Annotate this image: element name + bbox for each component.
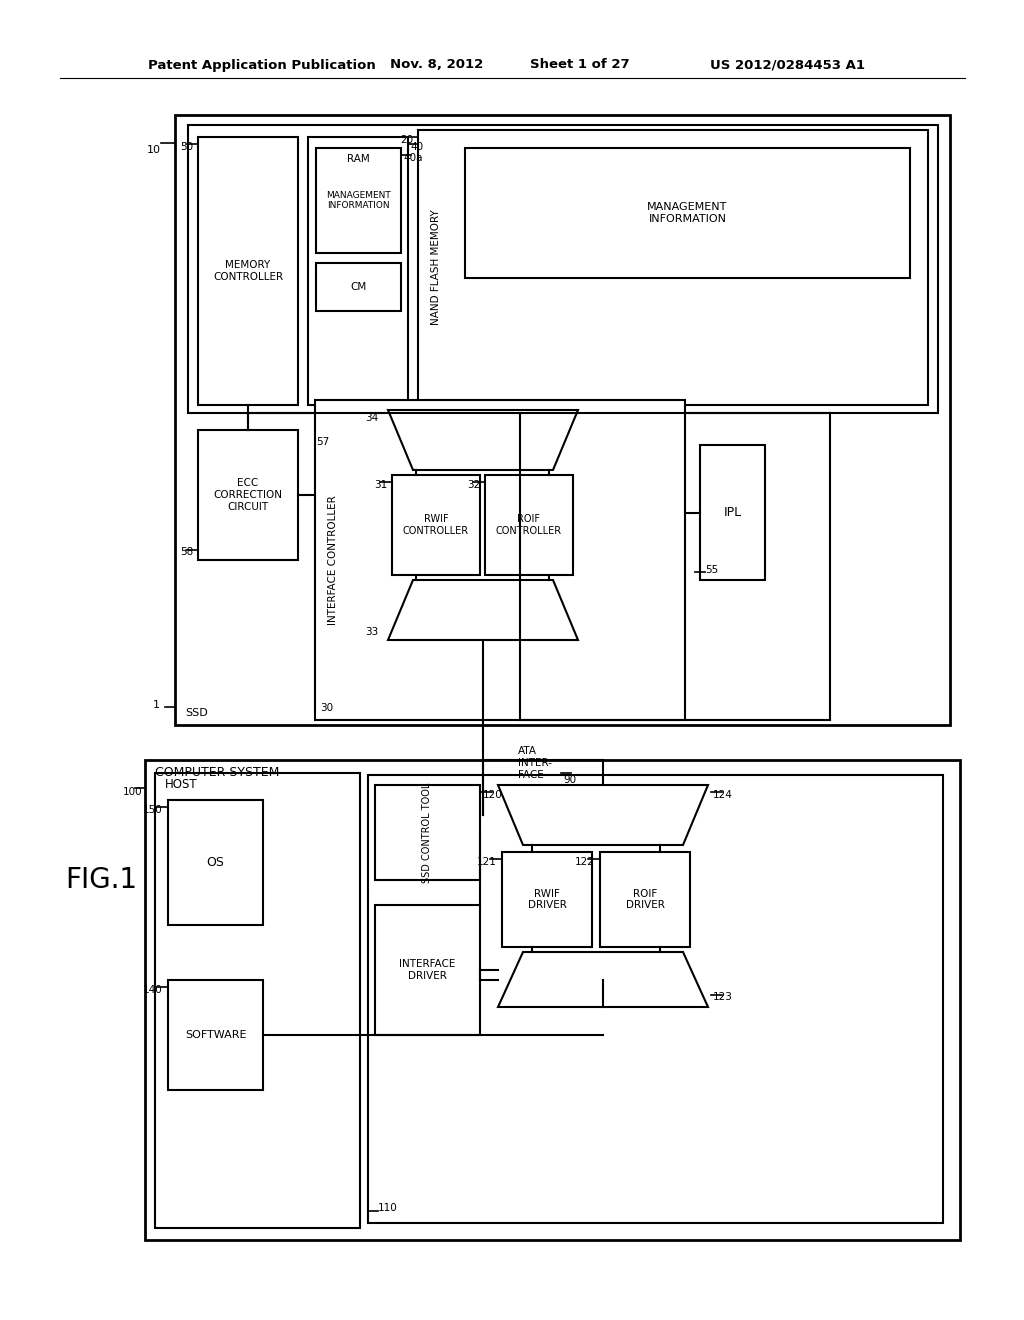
- Text: 40: 40: [410, 143, 423, 152]
- Text: 30: 30: [319, 704, 333, 713]
- Text: SSD CONTROL TOOL: SSD CONTROL TOOL: [423, 783, 432, 883]
- Bar: [198, 430, 298, 560]
- Text: 20: 20: [400, 135, 413, 145]
- Text: Nov. 8, 2012: Nov. 8, 2012: [390, 58, 483, 71]
- Text: ATA
INTER-
FACE: ATA INTER- FACE: [518, 746, 552, 780]
- Polygon shape: [498, 785, 708, 845]
- Text: 121: 121: [477, 857, 497, 867]
- Bar: [315, 400, 685, 719]
- Bar: [368, 775, 943, 1224]
- Text: MEMORY
CONTROLLER: MEMORY CONTROLLER: [213, 260, 283, 281]
- Text: US 2012/0284453 A1: US 2012/0284453 A1: [710, 58, 865, 71]
- Text: MANAGEMENT
INFORMATION: MANAGEMENT INFORMATION: [326, 191, 391, 210]
- Bar: [465, 148, 910, 279]
- Text: SSD: SSD: [185, 708, 208, 718]
- Bar: [316, 263, 401, 312]
- Bar: [418, 129, 928, 405]
- Text: ROIF
CONTROLLER: ROIF CONTROLLER: [496, 515, 562, 536]
- Bar: [700, 445, 765, 579]
- Text: OS: OS: [207, 855, 224, 869]
- Bar: [168, 800, 263, 925]
- Bar: [168, 979, 263, 1090]
- Text: 57: 57: [316, 437, 330, 447]
- Bar: [485, 475, 573, 576]
- Text: 120: 120: [483, 789, 503, 800]
- Text: 150: 150: [143, 805, 163, 814]
- Text: RWIF
CONTROLLER: RWIF CONTROLLER: [402, 515, 469, 536]
- Text: 10: 10: [147, 145, 161, 154]
- Text: NAND FLASH MEMORY: NAND FLASH MEMORY: [431, 210, 441, 325]
- Text: 32: 32: [467, 480, 480, 490]
- Text: 123: 123: [713, 993, 733, 1002]
- Text: 34: 34: [365, 413, 378, 422]
- Text: 90: 90: [563, 775, 577, 785]
- Text: 140: 140: [143, 985, 163, 995]
- Text: 100: 100: [123, 787, 142, 797]
- Polygon shape: [388, 411, 578, 470]
- Text: CM: CM: [350, 282, 367, 292]
- Text: HOST: HOST: [165, 779, 198, 792]
- Text: 50: 50: [180, 143, 193, 152]
- Text: 1: 1: [153, 700, 160, 710]
- Text: 124: 124: [713, 789, 733, 800]
- Bar: [175, 115, 950, 725]
- Text: MANAGEMENT
INFORMATION: MANAGEMENT INFORMATION: [647, 202, 728, 224]
- Text: RWIF
DRIVER: RWIF DRIVER: [527, 888, 566, 911]
- Bar: [502, 851, 592, 946]
- Bar: [308, 137, 408, 405]
- Text: Patent Application Publication: Patent Application Publication: [148, 58, 376, 71]
- Text: INTERFACE CONTROLLER: INTERFACE CONTROLLER: [328, 495, 338, 624]
- Bar: [375, 906, 480, 1035]
- Polygon shape: [498, 952, 708, 1007]
- Text: Sheet 1 of 27: Sheet 1 of 27: [530, 58, 630, 71]
- Text: 110: 110: [378, 1203, 397, 1213]
- Text: INTERFACE
DRIVER: INTERFACE DRIVER: [399, 960, 456, 981]
- Text: IPL: IPL: [723, 506, 741, 519]
- Bar: [145, 760, 961, 1239]
- Text: SOFTWARE: SOFTWARE: [184, 1030, 246, 1040]
- Bar: [198, 137, 298, 405]
- Text: 122: 122: [575, 857, 595, 867]
- Text: 58: 58: [180, 546, 193, 557]
- Text: 40a: 40a: [403, 153, 423, 162]
- Polygon shape: [388, 579, 578, 640]
- Text: 33: 33: [365, 627, 378, 638]
- Text: 55: 55: [705, 565, 718, 576]
- Bar: [155, 774, 360, 1228]
- Text: ROIF
DRIVER: ROIF DRIVER: [626, 888, 665, 911]
- Bar: [392, 475, 480, 576]
- Text: COMPUTER SYSTEM: COMPUTER SYSTEM: [155, 766, 280, 779]
- Bar: [316, 148, 401, 253]
- Text: RAM: RAM: [347, 154, 370, 164]
- Text: ECC
CORRECTION
CIRCUIT: ECC CORRECTION CIRCUIT: [213, 478, 283, 512]
- Text: 31: 31: [374, 480, 387, 490]
- Bar: [600, 851, 690, 946]
- Bar: [375, 785, 480, 880]
- Text: FIG.1: FIG.1: [65, 866, 137, 894]
- Bar: [188, 125, 938, 413]
